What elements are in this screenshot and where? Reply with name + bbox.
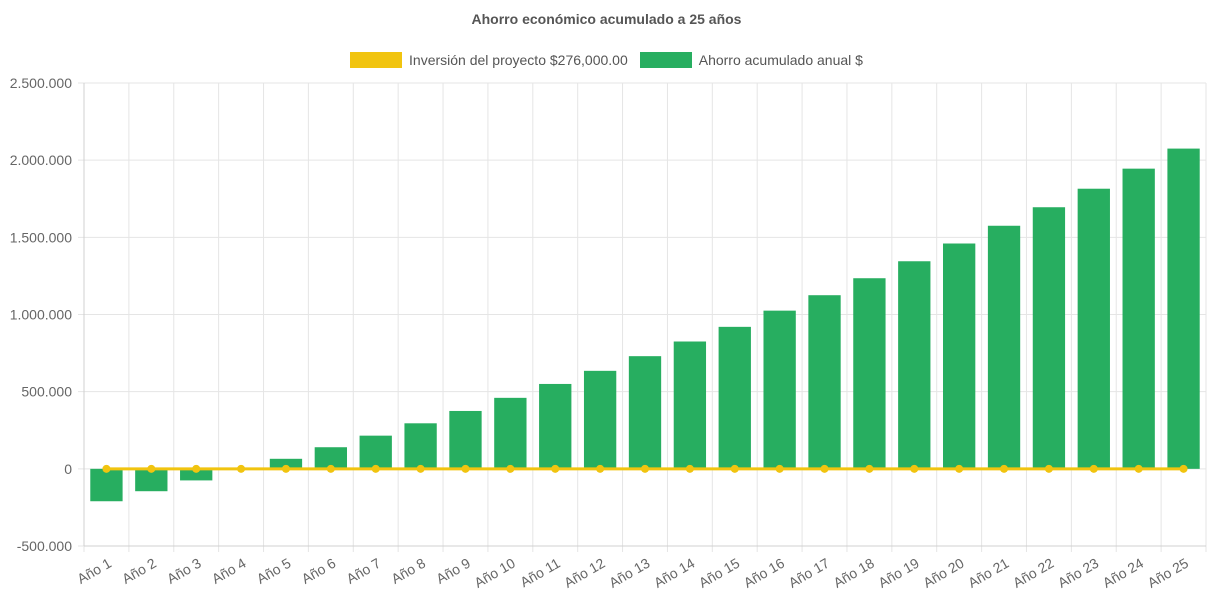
bar-ahorro <box>404 423 437 469</box>
point-inversion <box>641 464 649 473</box>
point-inversion <box>910 464 919 473</box>
bar-ahorro <box>180 468 213 481</box>
x-tick-label: Año 1 <box>74 555 114 587</box>
bar-ahorro <box>808 295 841 469</box>
x-tick-label: Año 13 <box>606 555 653 591</box>
bar-ahorro <box>539 383 572 469</box>
point-inversion <box>237 464 246 473</box>
chart-title: Ahorro económico acumulado a 25 años <box>471 11 742 27</box>
point-inversion <box>1044 464 1053 473</box>
point-inversion <box>326 464 335 473</box>
x-tick-label: Año 4 <box>209 555 249 587</box>
x-tick-label: Año 21 <box>965 555 1012 591</box>
x-tick-label: Año 12 <box>561 555 608 591</box>
bar-ahorro <box>1032 207 1066 469</box>
point-inversion <box>1089 464 1098 473</box>
legend-swatch-investment <box>350 52 403 68</box>
x-tick-label: Año 3 <box>164 555 204 587</box>
point-inversion <box>820 464 829 473</box>
point-inversion <box>147 464 156 473</box>
bar-ahorro <box>853 278 886 469</box>
bar-ahorro <box>90 468 123 502</box>
x-tick-label: Año 6 <box>299 555 339 587</box>
bar-ahorro <box>314 447 347 469</box>
x-tick-label: Año 2 <box>119 555 159 587</box>
x-tick-label: Año 11 <box>517 555 563 591</box>
bar-ahorro <box>1167 148 1200 469</box>
bar-ahorro <box>898 261 931 469</box>
legend-item-savings[interactable]: Ahorro acumulado anual $ <box>639 52 863 68</box>
x-tick-label: Año 7 <box>344 555 384 587</box>
x-tick-label: Año 5 <box>254 555 294 587</box>
bar-ahorro <box>943 243 976 469</box>
point-inversion <box>1134 464 1143 473</box>
point-inversion <box>281 464 290 473</box>
bar-ahorro <box>449 410 482 469</box>
point-inversion <box>865 464 874 473</box>
point-inversion <box>551 464 560 473</box>
bar-ahorro <box>494 397 527 469</box>
legend-swatch-savings <box>639 52 692 68</box>
x-tick-label: Año 9 <box>433 555 473 587</box>
bar-ahorro <box>763 310 796 469</box>
point-inversion <box>506 464 515 473</box>
bar-ahorro <box>583 370 617 469</box>
point-inversion <box>1000 464 1009 473</box>
y-tick-label: 1.500.000 <box>10 229 72 245</box>
point-inversion <box>1179 464 1188 473</box>
bar-ahorro <box>628 356 662 469</box>
x-tick-label: Año 16 <box>741 555 788 591</box>
legend: Inversión del proyecto $276,000.00 Ahorr… <box>0 52 1213 68</box>
y-tick-label: 2.000.000 <box>10 152 72 168</box>
point-inversion <box>416 464 425 473</box>
x-tick-label: Año 19 <box>875 555 922 591</box>
bar-ahorro <box>359 435 392 469</box>
y-tick-label: -500.000 <box>17 538 72 554</box>
bar-ahorro <box>269 458 303 469</box>
point-inversion <box>955 464 964 473</box>
y-tick-label: 0 <box>64 461 72 477</box>
point-inversion <box>371 464 380 473</box>
legend-label-savings: Ahorro acumulado anual $ <box>698 52 863 68</box>
y-tick-label: 500.000 <box>21 384 72 400</box>
x-tick-label: Año 24 <box>1100 555 1147 591</box>
y-tick-label: 1.000.000 <box>10 307 72 323</box>
bar-ahorro <box>1122 168 1155 469</box>
point-inversion <box>775 464 784 473</box>
point-inversion <box>685 464 694 473</box>
x-tick-label: Año 14 <box>651 555 698 591</box>
bar-ahorro <box>673 341 707 469</box>
bar-ahorro <box>135 468 168 492</box>
x-tick-label: Año 20 <box>920 555 967 591</box>
x-tick-label: Año 10 <box>471 555 518 591</box>
bar-ahorro <box>1077 188 1110 469</box>
point-inversion <box>102 464 111 473</box>
point-inversion <box>192 464 201 473</box>
point-inversion <box>596 464 605 473</box>
x-tick-label: Año 25 <box>1145 555 1192 591</box>
y-tick-label: 2.500.000 <box>10 75 72 91</box>
legend-item-investment[interactable]: Inversión del proyecto $276,000.00 <box>350 52 628 68</box>
bar-ahorro <box>987 225 1021 469</box>
point-inversion <box>461 464 470 473</box>
x-tick-label: Año 18 <box>830 555 877 591</box>
x-tick-label: Año 22 <box>1010 555 1057 591</box>
x-tick-label: Año 23 <box>1055 555 1102 591</box>
legend-label-investment: Inversión del proyecto $276,000.00 <box>409 52 628 68</box>
x-tick-label: Año 8 <box>388 555 428 587</box>
x-tick-label: Año 15 <box>696 555 743 591</box>
point-inversion <box>730 464 739 473</box>
bar-ahorro <box>718 326 751 469</box>
x-tick-label: Año 17 <box>786 555 833 591</box>
